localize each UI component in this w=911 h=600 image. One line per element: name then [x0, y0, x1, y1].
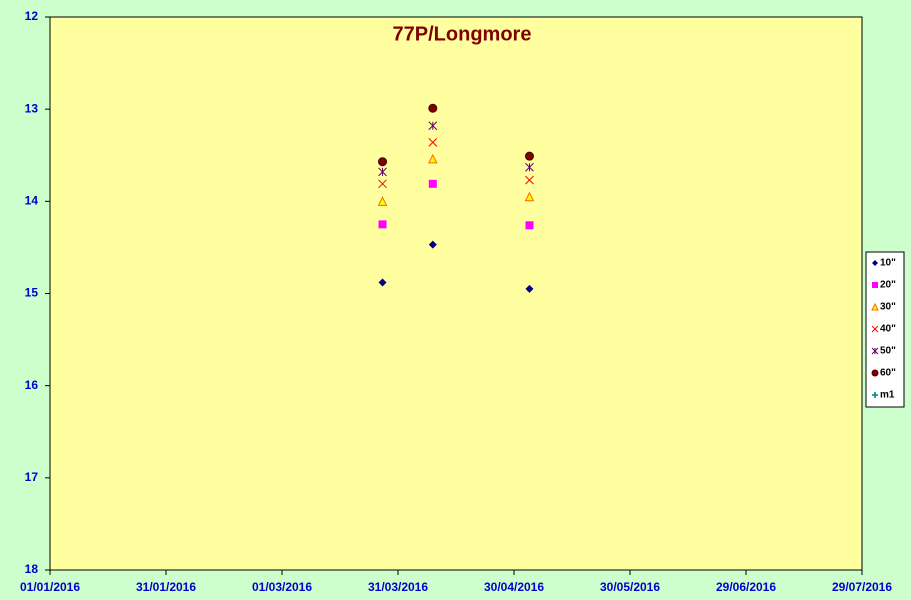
x-tick-label: 30/04/2016 [484, 580, 544, 594]
legend-marker [871, 369, 879, 377]
point [427, 153, 438, 164]
legend-label: 50" [880, 346, 896, 357]
legend-marker [872, 260, 878, 266]
point [378, 220, 387, 229]
legend-marker [872, 392, 878, 398]
point [428, 103, 438, 113]
point [525, 175, 534, 185]
legend-label: 30" [880, 302, 896, 313]
chart-title: 77P/Longmore [393, 23, 532, 45]
point [428, 121, 438, 131]
x-tick-label: 01/03/2016 [252, 580, 312, 594]
legend-label: m1 [880, 390, 895, 401]
x-tick-label: 31/03/2016 [368, 580, 428, 594]
point [428, 240, 437, 249]
y-tick-label: 15 [25, 286, 39, 300]
legend-marker [871, 302, 879, 311]
point [428, 179, 437, 188]
legend-label: 10" [880, 258, 896, 269]
y-tick-label: 16 [25, 378, 39, 392]
y-tick-label: 18 [25, 562, 39, 576]
point [525, 221, 534, 230]
point [428, 137, 438, 147]
legend-label: 60" [880, 368, 896, 379]
y-tick-label: 17 [25, 470, 39, 484]
legend-marker [871, 347, 879, 355]
point [378, 278, 387, 287]
point [525, 162, 534, 172]
point [524, 151, 534, 161]
y-tick-label: 13 [25, 101, 39, 115]
x-tick-label: 30/05/2016 [600, 580, 660, 594]
y-tick-label: 12 [25, 9, 39, 23]
legend-label: 40" [880, 324, 896, 335]
legend-marker [872, 282, 878, 288]
point [378, 179, 387, 189]
x-tick-label: 01/01/2016 [20, 580, 80, 594]
point [378, 157, 388, 167]
point [377, 196, 388, 206]
x-tick-label: 31/01/2016 [136, 580, 196, 594]
point [378, 167, 387, 177]
legend [865, 251, 905, 408]
plot-area [49, 16, 863, 571]
legend-marker [871, 325, 879, 333]
y-tick-label: 14 [25, 194, 39, 208]
point [525, 284, 534, 293]
x-tick-label: 29/07/2016 [832, 580, 892, 594]
legend-label: 20" [880, 280, 896, 291]
point [524, 191, 535, 202]
x-tick-label: 29/06/2016 [716, 580, 776, 594]
